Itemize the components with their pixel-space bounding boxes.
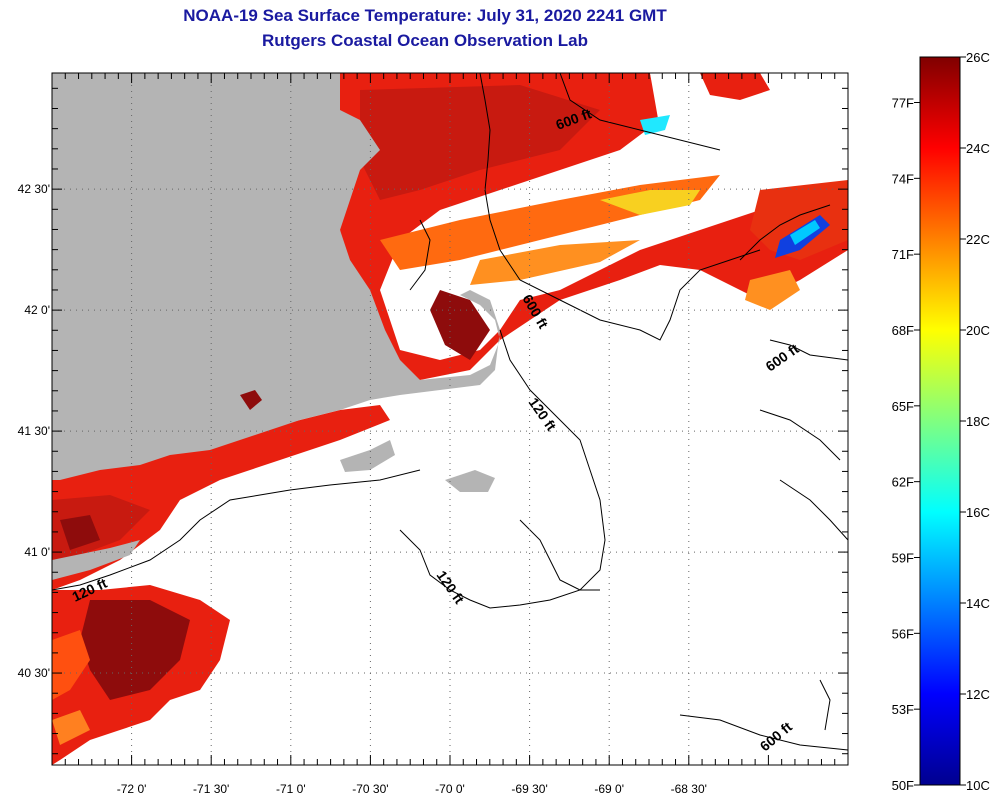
lon-tick-label: -70 30' xyxy=(352,782,388,796)
frame-ticks xyxy=(51,73,849,765)
land-mass xyxy=(52,73,500,580)
lat-tick-label: 42 30' xyxy=(18,182,50,196)
fahrenheit-label: 68F xyxy=(892,323,914,338)
lon-tick-label: -72 0' xyxy=(117,782,147,796)
lon-tick-label: -69 0' xyxy=(594,782,624,796)
lon-tick-label: -71 0' xyxy=(276,782,306,796)
fahrenheit-label: 74F xyxy=(892,171,914,186)
latitude-labels: 42 30' 42 0' 41 30' 41 0' 40 30' xyxy=(18,182,50,680)
celsius-label: 16C xyxy=(966,505,990,520)
fahrenheit-label: 53F xyxy=(892,702,914,717)
colorbar-gradient xyxy=(919,56,961,786)
lat-tick-label: 40 30' xyxy=(18,666,50,680)
fahrenheit-label: 62F xyxy=(892,475,914,490)
colorbar-celsius-labels: 26C 24C 22C 20C 18C 16C 14C 12C 10C xyxy=(966,50,990,793)
fahrenheit-label: 56F xyxy=(892,626,914,641)
longitude-labels: -72 0' -71 30' -71 0' -70 30' -70 0' -69 30' -… xyxy=(117,782,707,796)
celsius-label: 18C xyxy=(966,414,990,429)
map-title: NOAA-19 Sea Surface Temperature: July 31… xyxy=(183,6,667,25)
fahrenheit-label: 50F xyxy=(892,778,914,793)
lat-tick-label: 42 0' xyxy=(24,303,50,317)
colorbar-ticks xyxy=(914,56,966,786)
map-subtitle: Rutgers Coastal Ocean Observation Lab xyxy=(262,31,588,50)
celsius-label: 20C xyxy=(966,323,990,338)
fahrenheit-label: 77F xyxy=(892,96,914,111)
fahrenheit-label: 71F xyxy=(892,247,914,262)
lat-tick-label: 41 0' xyxy=(24,545,50,559)
lon-tick-label: -70 0' xyxy=(435,782,465,796)
temperature-colorbar: 26C 24C 22C 20C 18C 16C 14C 12C 10C 77F 74F 71F 68F… xyxy=(892,50,990,793)
fahrenheit-label: 65F xyxy=(892,399,914,414)
celsius-label: 26C xyxy=(966,50,990,65)
lon-tick-label: -69 30' xyxy=(511,782,547,796)
graticule xyxy=(52,73,848,765)
celsius-label: 22C xyxy=(966,232,990,247)
celsius-label: 10C xyxy=(966,778,990,793)
colorbar-fahrenheit-labels: 77F 74F 71F 68F 65F 62F 59F 56F 53F 50F xyxy=(892,96,914,794)
lon-tick-label: -68 30' xyxy=(671,782,707,796)
lon-tick-label: -71 30' xyxy=(193,782,229,796)
lat-tick-label: 41 30' xyxy=(18,424,50,438)
celsius-label: 24C xyxy=(966,141,990,156)
celsius-label: 14C xyxy=(966,596,990,611)
fahrenheit-label: 59F xyxy=(892,551,914,566)
bathymetry-contours xyxy=(52,73,848,751)
celsius-label: 12C xyxy=(966,687,990,702)
